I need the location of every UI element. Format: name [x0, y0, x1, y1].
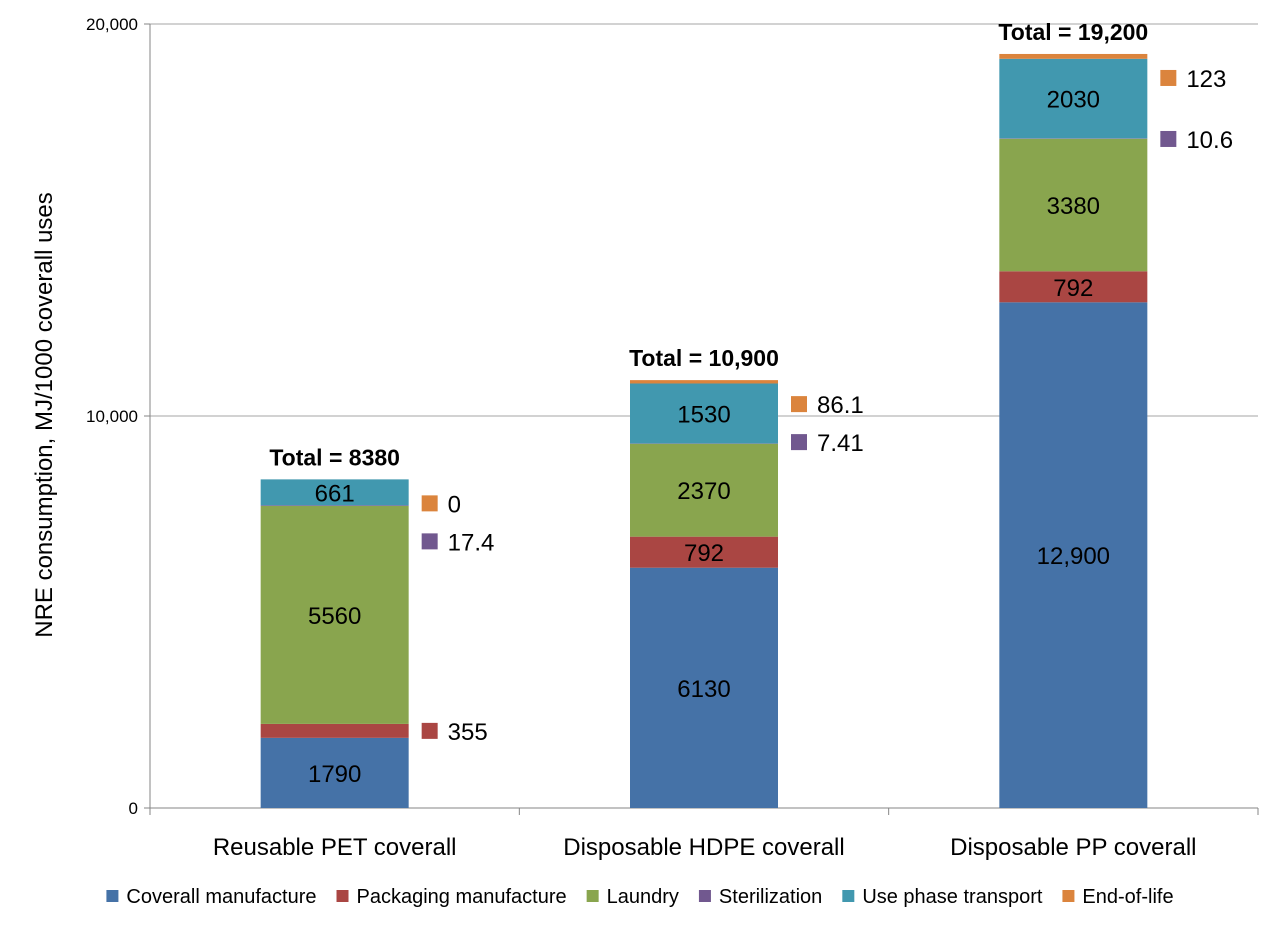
side-marker — [421, 495, 438, 512]
side-value-label: 86.1 — [817, 392, 864, 419]
bar-segment — [630, 383, 778, 444]
bar-segment — [630, 380, 778, 384]
legend-swatch — [1062, 890, 1075, 902]
bar-segment — [630, 567, 778, 808]
legend-label: Sterilization — [719, 886, 822, 908]
data-labels: 1790 5560 661 355 17.4 0 Total = 8380 6130 792 23… — [269, 19, 1233, 788]
bar-segment — [999, 302, 1148, 808]
bars — [260, 53, 1148, 808]
bar-segment — [999, 271, 1148, 303]
bar-value-label: 3380 — [1047, 193, 1100, 220]
y-tick-label: 10,000 — [86, 407, 138, 426]
side-value-label: 0 — [448, 491, 461, 518]
legend-label: Laundry — [607, 886, 679, 908]
bar-value-label: 792 — [684, 540, 724, 567]
y-tick-label: 0 — [129, 799, 138, 818]
bar-segment — [999, 53, 1148, 59]
bar-value-label: 792 — [1053, 275, 1093, 302]
legend-swatch — [336, 890, 349, 902]
legend-label: Coverall manufacture — [126, 886, 316, 908]
bar-value-label: 6130 — [677, 676, 730, 703]
total-label: Total = 19,200 — [998, 19, 1148, 45]
side-value-label: 123 — [1186, 66, 1226, 93]
side-value-label: 355 — [448, 719, 488, 746]
side-marker — [791, 434, 807, 451]
bar-value-label: 12,900 — [1037, 543, 1110, 570]
bar-segment — [260, 737, 409, 808]
x-category-label: Disposable HDPE coverall — [563, 834, 844, 861]
x-category-label: Disposable PP coverall — [950, 834, 1196, 861]
side-value-label: 10.6 — [1186, 127, 1233, 154]
bar-segment — [630, 443, 778, 537]
bar-segment — [260, 723, 409, 738]
side-value-label: 17.4 — [448, 529, 495, 556]
side-marker — [1160, 130, 1177, 147]
bar-segment — [260, 505, 409, 724]
y-tick-label: 20,000 — [86, 15, 138, 34]
bar-value-label: 5560 — [308, 603, 361, 630]
legend-label: End-of-life — [1082, 886, 1173, 908]
legend-label: Use phase transport — [862, 886, 1043, 908]
bar-value-label: 1790 — [308, 761, 361, 788]
bar-value-label: 661 — [315, 480, 355, 507]
side-marker — [421, 533, 438, 550]
legend-swatch — [698, 890, 711, 902]
bar-segment — [999, 58, 1148, 139]
total-label: Total = 10,900 — [629, 345, 779, 371]
legend-swatch — [586, 890, 599, 902]
x-category-label: Reusable PET coverall — [213, 834, 457, 861]
bar-segment — [260, 479, 409, 506]
total-label: Total = 8380 — [269, 444, 400, 470]
bar-segment — [260, 505, 409, 506]
side-marker — [1160, 69, 1177, 86]
legend-swatch — [842, 890, 855, 902]
bar-segment — [999, 138, 1148, 272]
side-marker — [421, 722, 438, 739]
side-marker — [791, 396, 807, 413]
legend-swatch — [106, 890, 119, 902]
y-axis-title: NRE consumption, MJ/1000 coverall uses — [31, 192, 58, 638]
legend-label: Packaging manufacture — [357, 886, 567, 908]
bar-value-label: 2030 — [1047, 87, 1100, 114]
bar-value-label: 1530 — [677, 401, 730, 428]
bar-segment — [630, 536, 778, 568]
legend: Coverall manufacture Packaging manufactur… — [106, 886, 1174, 908]
bar-value-label: 2370 — [677, 478, 730, 505]
side-value-label: 7.41 — [817, 430, 864, 457]
